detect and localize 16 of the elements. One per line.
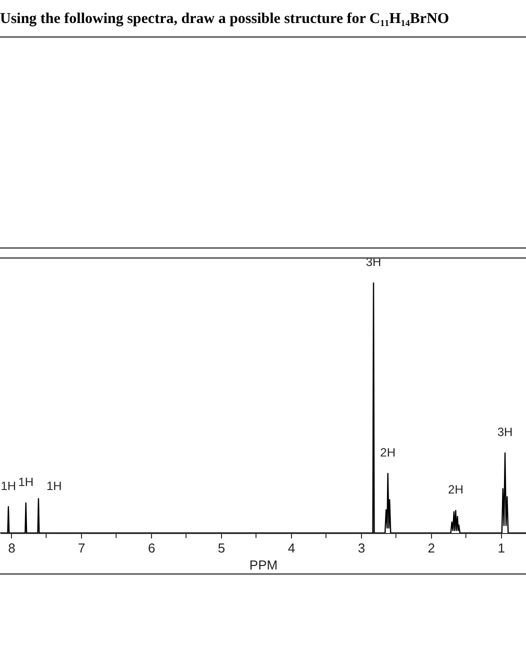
x-tick-label: 7 <box>78 540 86 556</box>
x-tick-label: 2 <box>428 540 435 556</box>
annotation: 1H <box>46 478 62 493</box>
annotation: 2H <box>380 446 396 460</box>
x-tick-label: 1 <box>498 540 505 556</box>
x-tick-label: 6 <box>148 540 156 556</box>
x-tick-label: 5 <box>218 540 226 556</box>
annotation: 1H <box>0 478 16 493</box>
x-tick-label: 8 <box>8 540 16 556</box>
annotation: 1H <box>18 475 34 489</box>
x-axis-title: PPM <box>249 558 278 572</box>
x-tick-label: 4 <box>288 540 296 556</box>
annotation: 2H <box>448 482 464 496</box>
x-tick-label: 3 <box>358 540 366 556</box>
annotation: 3H <box>497 425 513 439</box>
chart-title: Using the following spectra, draw a possible structure for C₁₁H₁₄BrNO <box>0 11 450 27</box>
